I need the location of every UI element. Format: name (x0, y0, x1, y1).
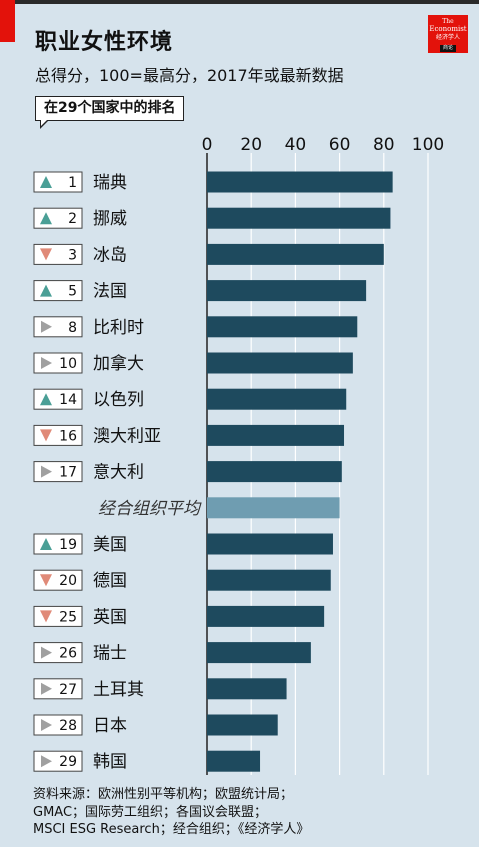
bar (207, 461, 342, 483)
source-line-1: 资料来源：欧洲性别平等机构；欧盟统计局； (33, 787, 294, 802)
bar (207, 605, 325, 627)
bar (207, 207, 391, 229)
bar (207, 714, 278, 736)
rank-number: 25 (59, 609, 77, 625)
rank-number: 1 (68, 175, 77, 191)
logo-line-4: 商论 (440, 45, 456, 52)
rank-same-icon (41, 646, 52, 659)
bar (207, 750, 261, 772)
category-label: 韩国 (93, 752, 127, 772)
rank-number: 8 (68, 320, 77, 336)
rank-up-icon (40, 393, 52, 406)
rank-number: 5 (68, 284, 77, 300)
x-tick-label: 60 (329, 135, 351, 155)
rank-down-icon (40, 248, 52, 261)
rank-badge (33, 352, 83, 374)
rank-same-icon (41, 719, 52, 731)
rank-up-icon (40, 284, 52, 297)
chart-title: 职业女性环境 (35, 30, 174, 55)
source-footer: 资料来源：欧洲性别平等机构；欧盟统计局； GMAC；国际劳工组织；各国议会联盟；… (33, 786, 309, 839)
chart-subtitle: 总得分，100=最高分，2017年或最新数据 (35, 66, 344, 85)
rank-label-box: 在29个国家中的排名 (35, 96, 185, 121)
logo-line-3: 经济学人 (435, 34, 460, 41)
rank-badge (33, 642, 83, 664)
bar (207, 171, 393, 193)
rank-up-icon (40, 176, 52, 188)
rank-same-icon (41, 755, 52, 768)
category-label: 美国 (93, 535, 127, 555)
rank-down-icon (40, 429, 52, 442)
rank-number: 20 (59, 573, 77, 589)
logo-line-2: Economist (429, 25, 467, 33)
rank-number: 26 (59, 646, 77, 662)
x-tick-label: 40 (285, 135, 307, 155)
bar (207, 533, 333, 555)
rank-number: 16 (59, 428, 77, 444)
category-label: 日本 (93, 716, 127, 736)
rank-badge (33, 750, 83, 772)
rank-badge (33, 678, 83, 700)
rank-same-icon (41, 682, 52, 695)
category-label: 法国 (93, 282, 127, 302)
category-label: 澳大利亚 (93, 426, 161, 446)
logo-line-1: The (442, 18, 454, 25)
rank-badge (33, 714, 83, 736)
x-tick-label: 80 (373, 135, 395, 155)
rank-down-icon (40, 610, 52, 623)
brand-red-tab (0, 0, 15, 42)
source-line-3: MSCI ESG Research；经合组织；《经济学人》 (33, 822, 310, 837)
category-label: 意大利 (93, 463, 144, 483)
rank-up-icon (40, 212, 52, 225)
rank-number: 29 (59, 754, 77, 770)
rank-number: 10 (59, 356, 77, 372)
rank-number: 14 (59, 392, 77, 408)
bar (207, 280, 367, 302)
rank-down-icon (40, 574, 52, 587)
category-label: 以色列 (93, 390, 144, 410)
rank-number: 28 (59, 718, 77, 734)
category-label: 经合组织平均 (98, 499, 202, 519)
rank-up-icon (40, 538, 52, 550)
bar (207, 678, 287, 700)
bar (207, 316, 358, 338)
rank-badge (33, 461, 83, 483)
rank-same-icon (41, 320, 52, 333)
x-tick-label: 20 (240, 135, 262, 155)
x-tick-label: 0 (202, 135, 213, 155)
bar (207, 388, 347, 410)
bar (207, 642, 311, 664)
category-label: 比利时 (93, 318, 144, 338)
bar (207, 352, 353, 374)
bar-chart: 0 20 40 60 80 100 1 瑞典 2 挪威 3 冰岛 5 法国 8 比利时 10 加拿大 14 以色列 16… (33, 135, 444, 775)
rank-number: 27 (59, 682, 77, 698)
bar (207, 497, 340, 519)
bar (207, 243, 384, 265)
rank-number: 2 (68, 211, 77, 227)
rank-same-icon (41, 465, 52, 478)
rank-number: 3 (68, 247, 77, 263)
rank-same-icon (41, 357, 52, 369)
rank-label-pointer-fill (41, 119, 48, 126)
category-label: 挪威 (93, 209, 127, 229)
category-label: 冰岛 (93, 245, 127, 265)
top-strip (0, 0, 479, 4)
x-tick-label: 100 (412, 135, 444, 155)
category-label: 加拿大 (93, 353, 144, 374)
rank-number: 19 (59, 537, 77, 553)
rank-number: 17 (59, 465, 77, 481)
source-line-2: GMAC；国际劳工组织；各国议会联盟； (33, 804, 268, 820)
rank-badge (33, 316, 83, 338)
category-label: 瑞士 (93, 644, 127, 664)
bar (207, 569, 331, 591)
bar (207, 424, 345, 446)
economist-logo: The Economist 经济学人 商论 (428, 15, 468, 53)
category-label: 德国 (93, 571, 127, 591)
category-label: 英国 (93, 607, 127, 627)
category-label: 瑞典 (93, 173, 127, 193)
category-label: 土耳其 (93, 680, 144, 700)
